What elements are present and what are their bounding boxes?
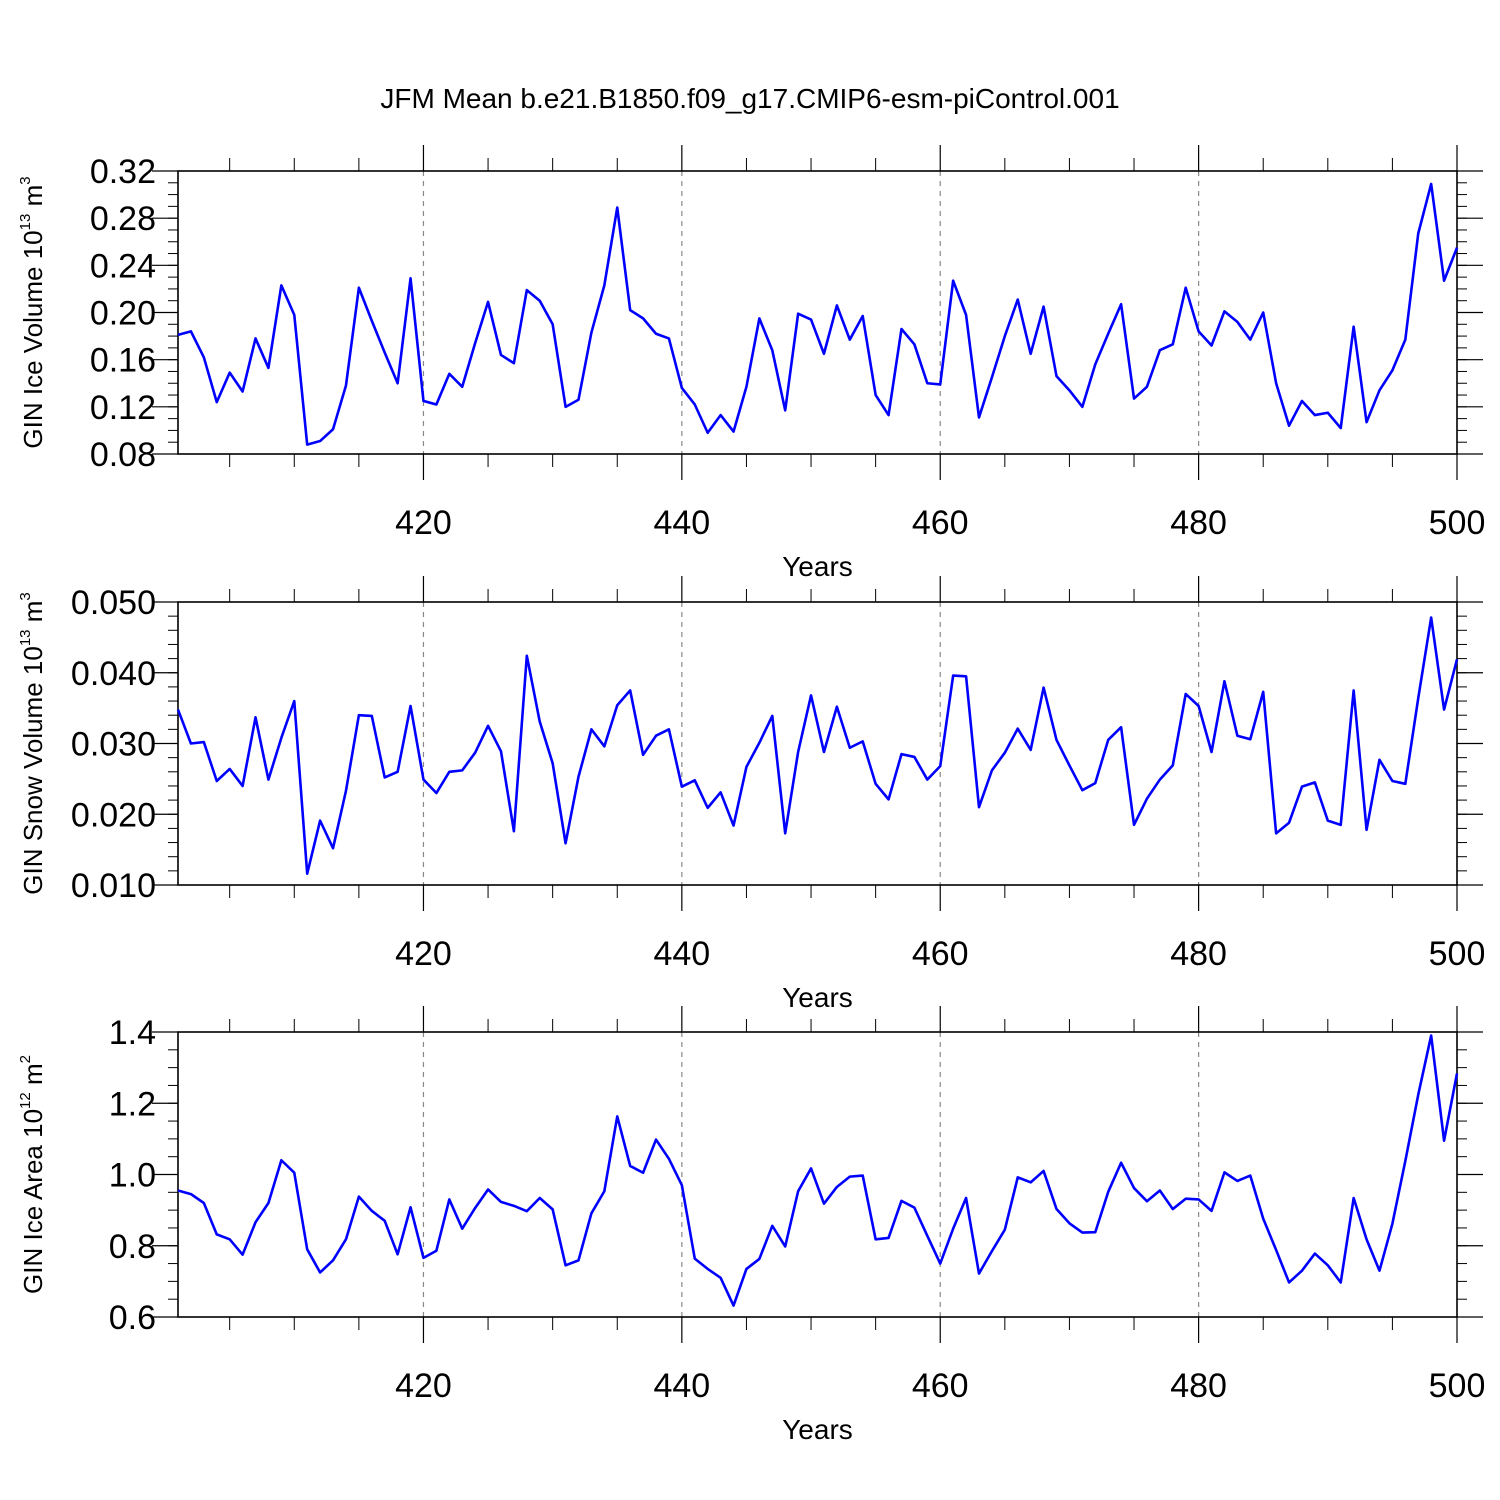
y-tick-label: 0.20 xyxy=(90,295,156,333)
y-tick-label: 1.2 xyxy=(109,1085,156,1123)
y-tick-label: 0.050 xyxy=(71,584,156,622)
tick-marks xyxy=(152,576,1483,911)
series-line xyxy=(176,616,1459,875)
x-tick-labels: 420 440 460 480 500 xyxy=(395,504,1485,542)
tick-marks xyxy=(152,1006,1483,1343)
plot-frame xyxy=(177,601,1458,886)
x-tick-label: 500 xyxy=(1429,1367,1486,1405)
tick-marks xyxy=(152,145,1483,480)
y-tick-label: 1.0 xyxy=(109,1157,156,1195)
x-tick-labels: 420 440 460 480 500 xyxy=(395,935,1485,973)
x-tick-label: 420 xyxy=(395,935,452,973)
chart-title: JFM Mean b.e21.B1850.f09_g17.CMIP6-esm-p… xyxy=(380,83,1119,114)
x-tick-label: 480 xyxy=(1170,1367,1227,1405)
x-tick-label: 480 xyxy=(1170,935,1227,973)
y-tick-labels: 0.08 0.12 0.16 0.20 0.24 0.28 0.32 xyxy=(90,153,156,474)
x-tick-label: 480 xyxy=(1170,504,1227,542)
x-tick-labels: 420 440 460 480 500 xyxy=(395,1367,1485,1405)
y-axis-label: GIN Ice Volume 1013 m3 xyxy=(17,176,48,448)
x-axis-label: Years xyxy=(782,551,853,582)
x-tick-label: 500 xyxy=(1429,935,1486,973)
y-tick-label: 0.32 xyxy=(90,153,156,191)
x-tick-label: 420 xyxy=(395,504,452,542)
y-tick-label: 0.6 xyxy=(109,1299,156,1337)
y-tick-label: 0.020 xyxy=(71,796,156,834)
x-tick-label: 460 xyxy=(912,1367,969,1405)
y-tick-label: 0.8 xyxy=(109,1228,156,1266)
x-tick-label: 460 xyxy=(912,504,969,542)
grid-lines xyxy=(422,171,1200,454)
x-tick-label: 440 xyxy=(653,1367,710,1405)
y-tick-label: 0.28 xyxy=(90,200,156,238)
grid-lines xyxy=(422,1032,1200,1317)
ice-volume-panel: 0.08 0.12 0.16 0.20 0.24 0.28 0.32 420 440 460 48… xyxy=(17,145,1485,582)
x-tick-label: 460 xyxy=(912,935,969,973)
y-tick-label: 0.24 xyxy=(90,247,156,285)
x-tick-label: 500 xyxy=(1429,504,1486,542)
y-tick-labels: 0.6 0.8 1.0 1.2 1.4 xyxy=(109,1014,156,1337)
x-tick-label: 420 xyxy=(395,1367,452,1405)
x-axis-label: Years xyxy=(782,1414,853,1445)
x-tick-label: 440 xyxy=(653,504,710,542)
y-axis-label: GIN Snow Volume 1013 m3 xyxy=(17,592,48,895)
x-axis-label: Years xyxy=(782,982,853,1013)
y-tick-label: 0.08 xyxy=(90,436,156,474)
snow-volume-panel: 0.010 0.020 0.030 0.040 0.050 420 440 460 480 50… xyxy=(17,576,1485,1013)
y-tick-label: 1.4 xyxy=(109,1014,156,1052)
y-tick-label: 0.040 xyxy=(71,655,156,693)
x-tick-label: 440 xyxy=(653,935,710,973)
plot-frame xyxy=(177,1031,1458,1318)
y-tick-label: 0.030 xyxy=(71,726,156,764)
y-tick-label: 0.010 xyxy=(71,867,156,905)
y-axis-label: GIN Ice Area 1012 m2 xyxy=(17,1055,48,1294)
y-tick-labels: 0.010 0.020 0.030 0.040 0.050 xyxy=(71,584,156,905)
grid-lines xyxy=(422,602,1200,885)
series-line xyxy=(177,182,1459,446)
series-line xyxy=(177,1034,1459,1307)
y-tick-label: 0.16 xyxy=(90,342,156,380)
ice-area-panel: 0.6 0.8 1.0 1.2 1.4 420 440 460 480 500 Years GI… xyxy=(17,1006,1485,1445)
y-tick-label: 0.12 xyxy=(90,389,156,427)
